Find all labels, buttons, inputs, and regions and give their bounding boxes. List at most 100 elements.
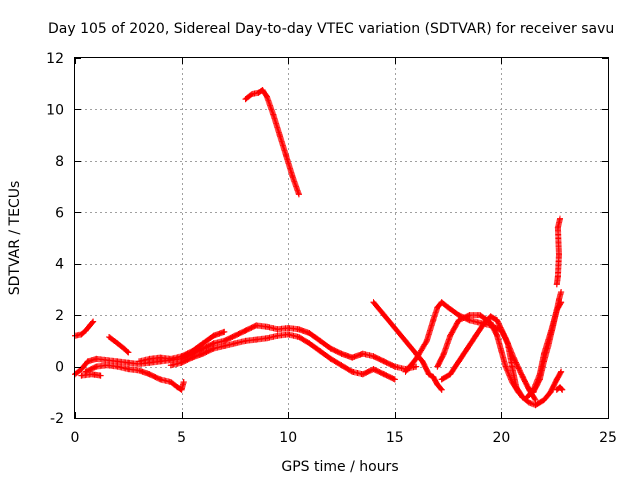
x-axis-label: GPS time / hours [281, 459, 398, 475]
data-point [283, 152, 290, 159]
data-point [391, 363, 398, 370]
data-point [221, 328, 228, 335]
series-track-9 [370, 299, 445, 393]
data-point [530, 386, 537, 393]
data-point [82, 327, 89, 334]
data-point [359, 371, 366, 378]
data-point [381, 358, 388, 365]
axis-ticks [75, 58, 609, 419]
data-point [419, 358, 426, 365]
data-point [285, 331, 292, 338]
y-tick-label: -2 [50, 411, 64, 427]
data-point [263, 335, 270, 342]
data-point [93, 363, 100, 370]
data-point [472, 332, 479, 339]
data-point [440, 350, 447, 357]
data-point [536, 371, 543, 378]
series-track-1 [72, 318, 97, 339]
data-point [338, 362, 345, 369]
data-point [210, 345, 217, 352]
data-point [78, 372, 85, 379]
x-tick-label: 20 [492, 430, 510, 446]
data-point [526, 399, 533, 406]
data-point [524, 394, 530, 401]
data-point [553, 376, 560, 383]
data-point [285, 325, 292, 331]
data-point [231, 332, 238, 339]
data-point [434, 363, 441, 370]
data-point [78, 331, 85, 338]
data-point [541, 350, 547, 357]
data-point [554, 224, 561, 231]
data-point [125, 359, 132, 366]
data-point [553, 307, 560, 313]
data-point [519, 373, 526, 380]
data-point [178, 359, 185, 366]
data-point [359, 350, 366, 357]
data-point [447, 332, 454, 339]
data-point [553, 281, 560, 288]
data-point [295, 326, 302, 333]
data-point [180, 379, 187, 385]
data-point [455, 358, 462, 365]
data-point [253, 322, 260, 329]
data-point [558, 289, 565, 295]
series-track-2 [106, 334, 132, 356]
data-point [189, 348, 196, 355]
data-point [402, 337, 409, 344]
data-point [327, 345, 334, 352]
data-point [242, 337, 249, 344]
data-point [487, 313, 494, 320]
data-point [430, 317, 437, 324]
data-point [558, 368, 565, 375]
series-markers [524, 299, 565, 401]
series-track-6 [136, 328, 228, 365]
data-point [477, 312, 484, 319]
data-point [381, 371, 388, 378]
data-point [455, 312, 462, 319]
data-point [93, 355, 100, 362]
data-point [106, 334, 113, 340]
data-point [391, 325, 398, 331]
data-point [541, 397, 547, 403]
data-point [547, 389, 554, 396]
series-markers [242, 87, 302, 198]
data-point [402, 368, 409, 375]
data-point [445, 304, 452, 311]
data-point [199, 340, 206, 347]
data-point [231, 340, 238, 347]
data-point [466, 317, 473, 324]
data-point [349, 354, 356, 361]
data-point [104, 362, 110, 369]
series-track-16 [553, 215, 563, 288]
data-point [438, 386, 445, 393]
data-point [370, 366, 377, 373]
data-point [242, 327, 249, 334]
data-series [72, 87, 566, 409]
data-point [494, 317, 501, 324]
data-point [146, 371, 153, 378]
data-point [306, 330, 313, 337]
data-point [425, 371, 432, 378]
data-point [434, 304, 441, 311]
data-point [97, 372, 104, 379]
data-point [413, 363, 420, 370]
series-track-5 [78, 371, 104, 379]
data-point [114, 340, 121, 347]
data-point [167, 362, 174, 369]
data-point [146, 355, 153, 362]
data-point [221, 337, 228, 344]
data-point [381, 312, 388, 319]
data-point [481, 319, 488, 326]
data-point [174, 384, 181, 391]
data-point [104, 357, 110, 364]
x-tick-label: 10 [279, 430, 297, 446]
data-point [89, 371, 96, 378]
data-point [509, 379, 516, 385]
data-point [494, 332, 501, 339]
data-point [125, 366, 132, 373]
data-point [125, 349, 132, 356]
x-tick-label: 25 [599, 430, 617, 446]
data-point [434, 381, 441, 388]
